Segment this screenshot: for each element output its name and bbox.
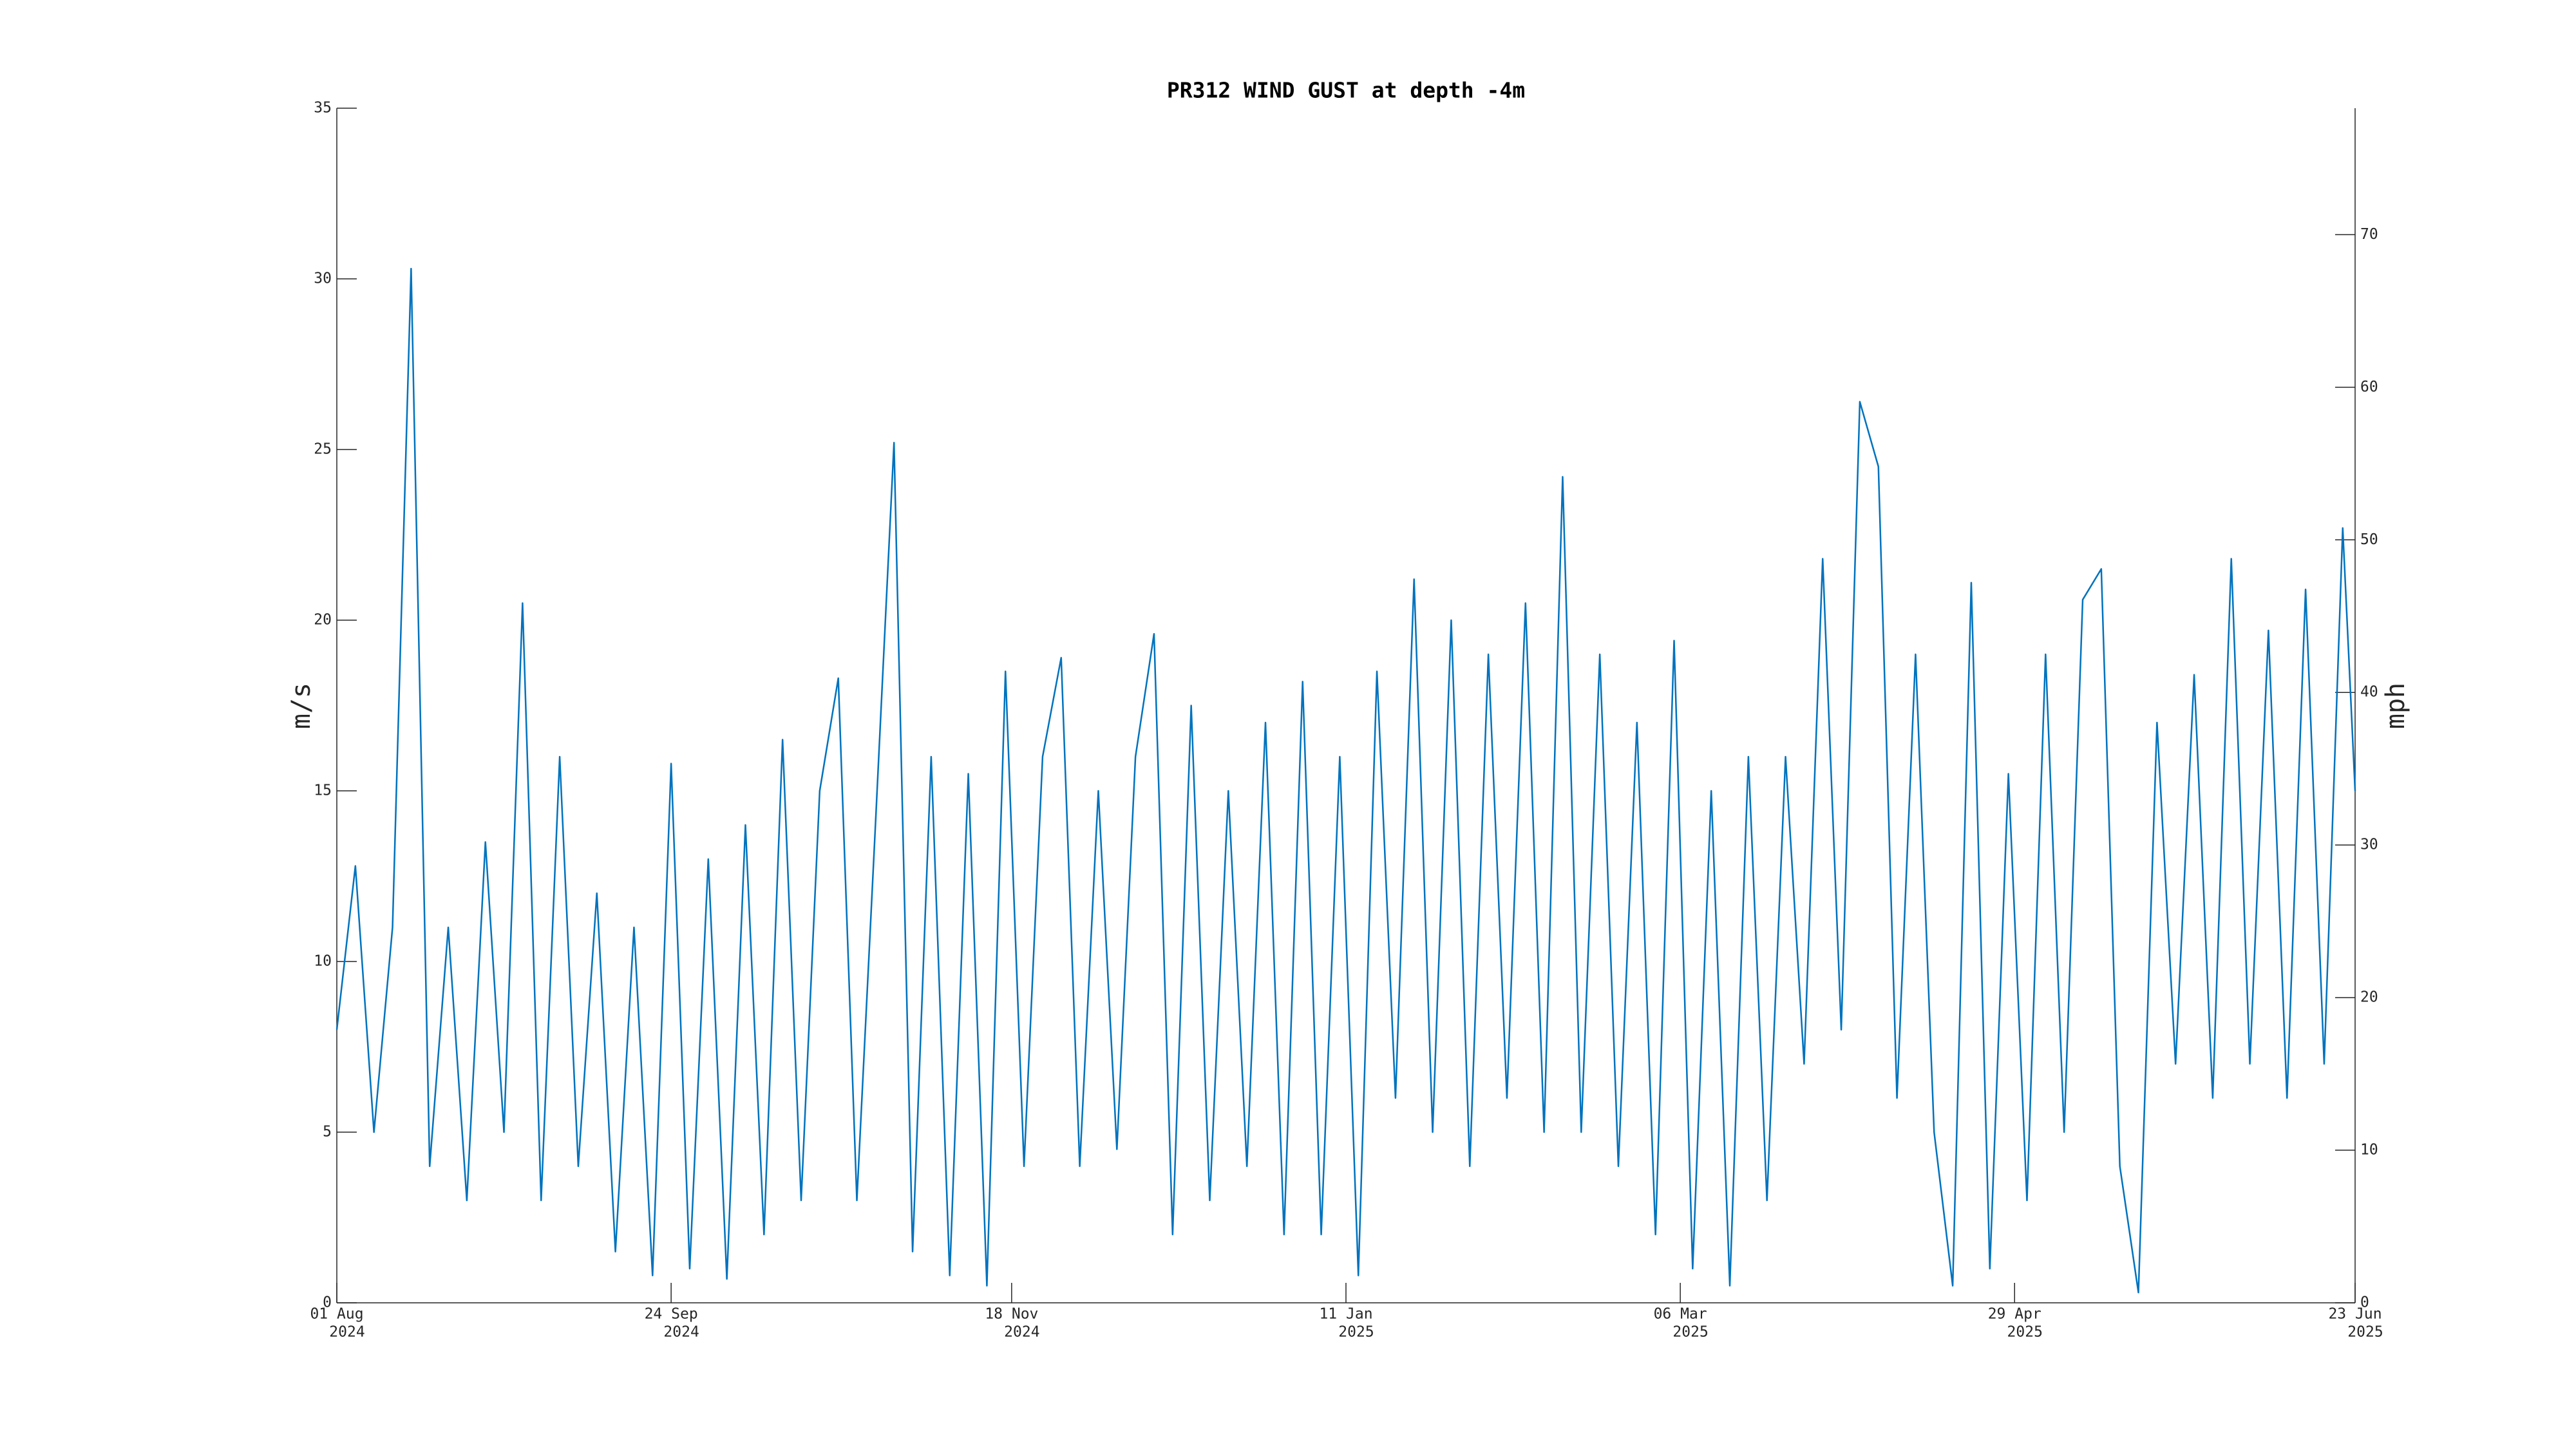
x-tick-label: 06 Mar — [1654, 1306, 1707, 1323]
y-tick-label: 35 — [314, 100, 332, 117]
x-tick-label: 2024 — [1004, 1324, 1039, 1341]
data-line — [336, 267, 2356, 1294]
y2-tick-label: 30 — [2360, 837, 2378, 853]
y2-tick-label: 20 — [2360, 989, 2378, 1006]
x-tick-label: 29 Apr — [1988, 1306, 2041, 1323]
y2-tick-label: 0 — [2360, 1294, 2369, 1311]
y-tick-label: 30 — [314, 270, 332, 287]
x-tick-label: 23 Jun — [2328, 1306, 2382, 1323]
y-tick-label: 15 — [314, 782, 332, 799]
x-tick-label: 18 Nov — [985, 1306, 1038, 1323]
y-tick-label: 0 — [323, 1294, 332, 1311]
x-tick-label: 01 Aug — [310, 1306, 363, 1323]
y2-tick-label: 50 — [2360, 531, 2378, 548]
x-tick-label: 11 Jan — [1319, 1306, 1372, 1323]
y2-tick-label: 70 — [2360, 226, 2378, 243]
x-tick-label: 2024 — [663, 1324, 699, 1341]
y2-tick-label: 10 — [2360, 1142, 2378, 1159]
chart-title: PR312 WIND GUST at depth -4m — [1167, 78, 1525, 103]
y-axis-label: m/s — [287, 683, 316, 729]
y2-tick-label: 60 — [2360, 379, 2378, 395]
y2-tick-label: 40 — [2360, 684, 2378, 701]
y-tick-label: 25 — [314, 441, 332, 458]
y-tick-label: 20 — [314, 612, 332, 629]
y-tick-label: 5 — [323, 1124, 332, 1141]
x-tick-label: 2025 — [1338, 1324, 1374, 1341]
y-tick-label: 10 — [314, 953, 332, 970]
x-tick-label: 2025 — [2347, 1324, 2383, 1341]
x-tick-label: 2024 — [329, 1324, 365, 1341]
x-tick-label: 2025 — [1672, 1324, 1708, 1341]
x-tick-label: 24 Sep — [645, 1306, 698, 1323]
x-tick-label: 2025 — [2007, 1324, 2043, 1341]
y2-axis-label: mph — [2381, 683, 2410, 729]
